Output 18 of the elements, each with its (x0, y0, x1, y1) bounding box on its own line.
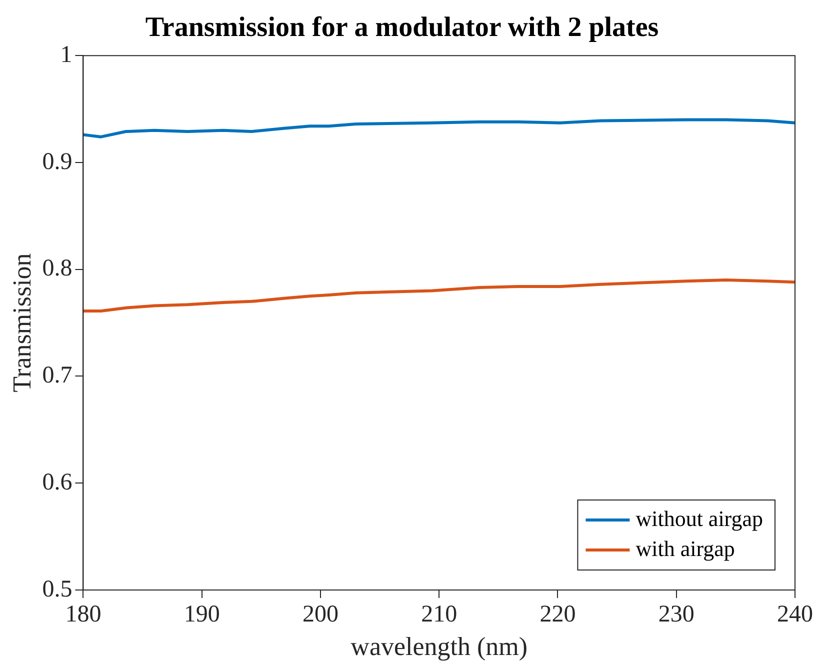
y-tick-label: 0.5 (42, 576, 72, 602)
chart-title: Transmission for a modulator with 2 plates (145, 12, 659, 44)
y-axis-title: Transmission (7, 253, 36, 392)
x-tick-label: 180 (65, 602, 102, 628)
x-tick-label: 220 (540, 602, 576, 628)
x-tick-label: 230 (658, 602, 694, 628)
y-tick-label: 0.8 (42, 256, 72, 282)
x-tick-label: 240 (777, 602, 813, 628)
x-axis-title: wavelength (nm) (350, 632, 528, 662)
y-tick-label: 1 (60, 42, 72, 68)
y-tick-label: 0.9 (42, 148, 72, 175)
y-tick-label: 0.6 (42, 469, 72, 496)
legend-label: with airgap (636, 536, 735, 561)
x-tick-label: 190 (184, 602, 220, 628)
legend-label: without airgap (636, 506, 763, 531)
x-tick-label: 210 (421, 602, 458, 628)
y-tick-label: 0.7 (42, 362, 72, 389)
x-tick-label: 200 (302, 602, 338, 628)
